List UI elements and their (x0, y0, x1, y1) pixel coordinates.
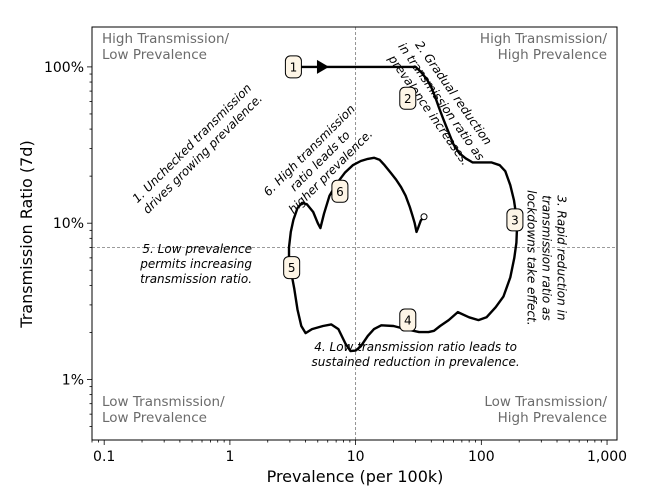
trajectory-end-point (420, 213, 428, 221)
x-tick-label: 1 (225, 449, 234, 465)
annotation-3: 3. Rapid reduction intransmission ratio … (525, 190, 569, 325)
annotation-line: 4. Low transmission ratio leads to (314, 340, 517, 354)
plot-background (92, 27, 617, 440)
x-tick-label: 0.1 (93, 449, 115, 465)
trajectory-line (287, 65, 519, 353)
marker-box-6 (331, 179, 349, 203)
quadrant-label-line: High Transmission/ (102, 31, 230, 47)
quadrant-label-bottom-left: Low Transmission/Low Prevalence (102, 394, 225, 426)
y-tick-label: 100% (44, 60, 84, 76)
marker-label-5: 5 (288, 261, 296, 275)
quadrant-label-line: Low Transmission/ (484, 394, 607, 410)
annotation-line: transmission ratio as (540, 195, 554, 321)
quadrant-label-line: High Prevalence (498, 47, 607, 63)
annotation-line: sustained reduction in prevalence. (312, 355, 520, 369)
quadrant-label-line: Low Prevalence (102, 410, 207, 426)
marker-box-4 (399, 308, 417, 332)
quadrant-label-bottom-right: Low Transmission/High Prevalence (484, 394, 607, 426)
marker-box-1 (284, 55, 302, 79)
annotation-line: 5. Low prevalence (142, 242, 252, 256)
marker-label-2: 2 (404, 92, 412, 106)
plot-frame (91, 26, 618, 441)
quadrant-label-top-right: High Transmission/High Prevalence (480, 31, 608, 63)
direction-arrow-icon (316, 59, 329, 74)
x-axis-title: Prevalence (per 100k) (267, 467, 444, 486)
marker-label-3: 3 (511, 213, 519, 227)
annotation-line: transmission ratio. (140, 272, 252, 286)
quadrant-label-line: Low Transmission/ (102, 394, 225, 410)
annotation-line: permits increasing (139, 257, 252, 271)
x-tick-label: 100 (468, 449, 495, 465)
quadrant-label-line: Low Prevalence (102, 47, 207, 63)
marker-box-3 (506, 208, 524, 232)
annotation-line: lockdowns take effect. (525, 190, 539, 325)
marker-label-1: 1 (290, 60, 298, 74)
y-axis-title: Transmission Ratio (7d) (17, 140, 36, 328)
annotation-5: 5. Low prevalence permits increasing trans… (139, 242, 252, 286)
marker-box-2 (399, 86, 417, 110)
quadrant-label-line: High Transmission/ (480, 31, 608, 47)
y-tick-label: 1% (62, 372, 84, 388)
marker-label-4: 4 (404, 314, 412, 328)
quadrant-label-line: High Prevalence (498, 410, 607, 426)
marker-box-5 (283, 256, 301, 280)
quadrant-label-top-left: High Transmission/Low Prevalence (102, 31, 230, 63)
marker-label-6: 6 (336, 185, 344, 199)
x-tick-label: 1,000 (587, 449, 627, 465)
x-tick-label: 10 (347, 449, 365, 465)
annotation-4: 4. Low transmission ratio leads to sustai… (312, 340, 520, 369)
annotation-line: 3. Rapid reduction in (555, 195, 569, 320)
y-tick-label: 10% (53, 216, 84, 232)
